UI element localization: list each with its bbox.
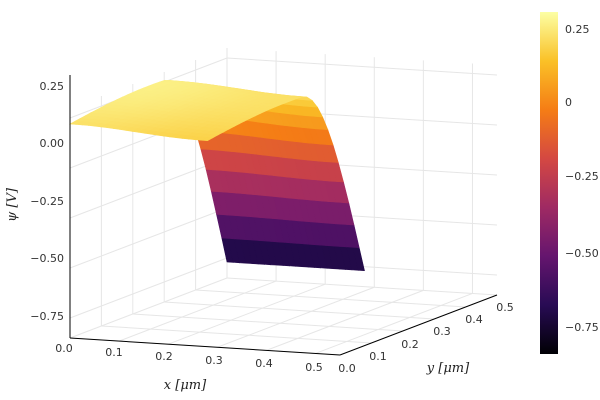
y-tick-label: 0.1 xyxy=(369,350,387,363)
x-tick-label: 0.2 xyxy=(155,350,173,363)
grid-line xyxy=(69,257,228,319)
z-axis-label: ψ [V] xyxy=(5,187,20,222)
grid-line xyxy=(315,292,473,354)
x-tick-label: 0.1 xyxy=(105,346,123,359)
colorbar: 0.25 0 −0.25 −0.50 −0.75 xyxy=(540,12,599,354)
grid-line xyxy=(226,57,498,76)
grid-line xyxy=(69,157,228,219)
y-tick-labels: 0.0 0.1 0.2 0.3 0.4 0.5 xyxy=(338,301,514,375)
y-tick-label: 0.3 xyxy=(433,325,451,338)
grid-line xyxy=(217,286,375,348)
grid-line xyxy=(101,325,372,344)
y-tick-label: 0.5 xyxy=(496,301,514,314)
grid-line xyxy=(69,207,228,269)
z-tick-label: −0.50 xyxy=(30,252,64,265)
y-axis-line xyxy=(339,294,498,356)
grid-line xyxy=(164,301,435,320)
y-tick-label: 0.2 xyxy=(401,338,419,351)
z-tick-label: −0.25 xyxy=(30,195,64,208)
grid-line xyxy=(226,277,498,296)
x-tick-label: 0.3 xyxy=(205,354,223,367)
y-axis-label: y [μm] xyxy=(426,361,470,376)
grid-line xyxy=(118,280,277,342)
colorbar-bar xyxy=(540,12,558,354)
colorbar-tick-label: −0.50 xyxy=(565,247,599,260)
z-tick-label: 0.25 xyxy=(40,80,65,93)
z-tick-labels: 0.25 0.00 −0.25 −0.50 −0.75 xyxy=(30,80,64,323)
grid-line xyxy=(132,313,403,332)
z-tick-label: 0.00 xyxy=(40,137,65,150)
colorbar-tick-label: −0.75 xyxy=(565,321,599,334)
grid-line xyxy=(168,283,326,345)
colorbar-tick-label: 0.25 xyxy=(565,23,590,36)
x-tick-label: 0.4 xyxy=(255,357,273,370)
x-tick-label: 0.5 xyxy=(305,361,323,374)
axes xyxy=(69,75,498,356)
colorbar-tick-label: 0 xyxy=(565,96,572,109)
z-tick-label: −0.75 xyxy=(30,310,64,323)
grid-line xyxy=(195,289,466,308)
x-tick-label: 0.0 xyxy=(55,342,73,355)
colorbar-tick-label: −0.25 xyxy=(565,170,599,183)
x-axis-label: x [μm] xyxy=(164,378,207,393)
y-tick-label: 0.0 xyxy=(338,362,356,375)
x-tick-labels: 0.0 0.1 0.2 0.3 0.4 0.5 xyxy=(55,342,323,374)
y-tick-label: 0.4 xyxy=(465,313,483,326)
surface-mesh xyxy=(68,80,365,272)
grid-line xyxy=(266,289,424,351)
x-axis-line xyxy=(69,337,341,356)
surface-patch xyxy=(200,137,214,142)
grid-line xyxy=(69,277,228,339)
